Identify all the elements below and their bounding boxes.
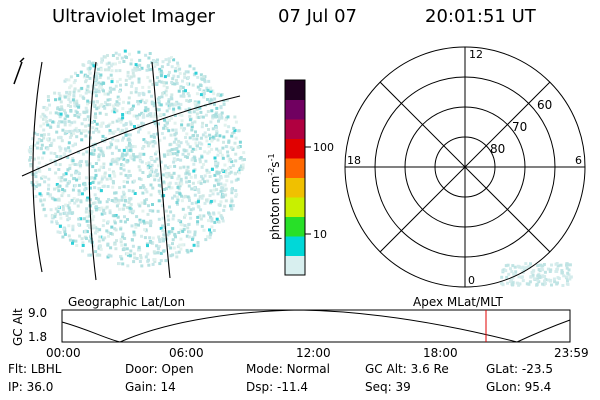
mlt-label-6: 6 xyxy=(575,154,582,167)
mlt-label-0: 0 xyxy=(468,274,475,287)
colorbar-tick-10: 10 xyxy=(313,228,327,241)
timeline-xtick-label: 06:00 xyxy=(169,346,204,360)
info-seq: Seq: 39 xyxy=(365,380,411,394)
colorbar-band xyxy=(285,197,305,217)
timeline-ylabel: GC Alt xyxy=(11,308,25,346)
uv-emission-speckle xyxy=(27,49,246,268)
colorbar-band xyxy=(285,119,305,139)
colorbar-band xyxy=(285,138,305,159)
timeline-xtick-label: 23:59 xyxy=(554,346,589,360)
longitude-line-2 xyxy=(88,61,97,281)
longitude-line-1 xyxy=(32,61,43,273)
lat-label-80: 80 xyxy=(490,142,505,156)
timeline-xtick-label: 18:00 xyxy=(423,346,458,360)
mlt-label-18: 18 xyxy=(347,154,361,167)
info-gc-alt: GC Alt: 3.6 Re xyxy=(365,362,449,376)
timeline-right-title: Apex MLat/MLT xyxy=(413,295,503,309)
longitude-line-3 xyxy=(151,61,171,279)
colorbar-band xyxy=(285,255,305,276)
info-glat: GLat: -23.5 xyxy=(486,362,553,376)
timeline-ytick-max: 9.0 xyxy=(28,306,47,320)
image-date: 07 Jul 07 xyxy=(278,6,357,27)
info-gain: Gain: 14 xyxy=(125,380,176,394)
colorbar-scale xyxy=(285,80,305,276)
colorbar-band xyxy=(285,216,305,237)
timeline-xtick-label: 00:00 xyxy=(46,346,81,360)
geographic-grid xyxy=(21,61,241,281)
colorbar-label: photon cm-2s-1 xyxy=(267,153,282,240)
lat-label-70: 70 xyxy=(512,120,527,134)
mlt-label-12: 12 xyxy=(469,48,483,61)
timeline-xtick-label: 12:00 xyxy=(296,346,331,360)
timeline-left-title: Geographic Lat/Lon xyxy=(68,295,185,309)
colorbar-band xyxy=(285,99,305,120)
page-title: Ultraviolet Imager xyxy=(52,6,215,27)
colorbar-band xyxy=(285,158,305,178)
info-ip: IP: 36.0 xyxy=(8,380,54,394)
lat-label-60: 60 xyxy=(537,98,552,112)
colorbar-band xyxy=(285,80,305,100)
info-dsp: Dsp: -11.4 xyxy=(246,380,309,394)
timeline-ytick-min: 1.8 xyxy=(28,330,47,344)
info-mode: Mode: Normal xyxy=(246,362,330,376)
altitude-curve xyxy=(61,309,571,343)
image-time: 20:01:51 UT xyxy=(425,6,536,27)
info-flt: Flt: LBHL xyxy=(8,362,62,376)
timeline-frame xyxy=(61,309,571,343)
info-door: Door: Open xyxy=(125,362,194,376)
timeline-xticks: 00:00 06:00 12:00 18:00 23:59 xyxy=(46,346,589,360)
colorbar-band xyxy=(285,177,305,198)
latitude-line xyxy=(21,95,241,177)
arrow-indicator-icon xyxy=(13,57,25,85)
colorbar-band xyxy=(285,236,305,256)
polar-speckle xyxy=(500,262,573,287)
colorbar-tick-100: 100 xyxy=(313,141,334,154)
info-glon: GLon: 95.4 xyxy=(486,380,552,394)
